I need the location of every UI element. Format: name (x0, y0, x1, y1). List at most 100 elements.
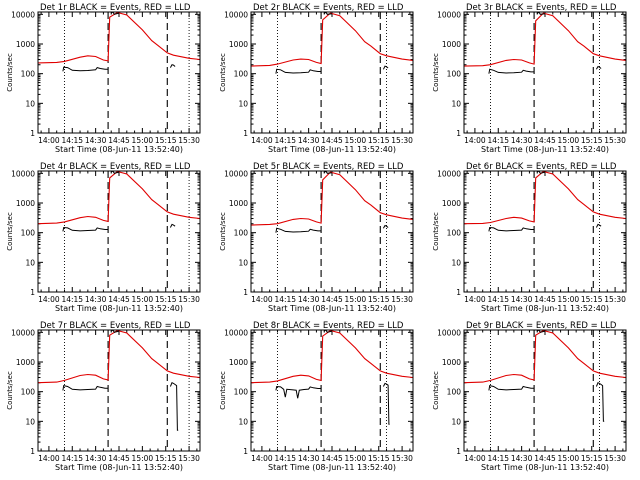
x-tick-label: 14:30 (511, 454, 533, 463)
y-tick-label: 1 (456, 129, 461, 138)
x-tick-label: 14:30 (85, 295, 107, 304)
events-series-line (275, 385, 322, 399)
x-tick-label: 15:15 (368, 295, 390, 304)
x-tick-label: 14:15 (274, 136, 296, 145)
lld-series-line (38, 330, 200, 384)
y-tick-label: 1000 (442, 199, 461, 208)
y-tick-label: 10 (25, 99, 35, 108)
events-series-line (536, 12, 546, 15)
y-axis-title: Counts/sec (6, 371, 14, 410)
y-tick-label: 1000 (229, 358, 248, 367)
x-tick-label: 14:30 (511, 295, 533, 304)
y-axis-title: Counts/sec (432, 53, 440, 92)
y-tick-label: 10 (451, 417, 461, 426)
x-tick-label: 14:45 (321, 295, 343, 304)
y-tick-label: 1 (243, 129, 248, 138)
events-series-line (62, 384, 109, 391)
events-series-line (323, 171, 333, 174)
plot-frame (37, 170, 201, 293)
events-series-line (488, 68, 535, 74)
panel-title: Det 8r BLACK = Events, RED = LLD (253, 321, 404, 331)
lld-series-line (251, 12, 413, 67)
x-tick-label: 15:30 (391, 454, 413, 463)
events-series-line (382, 224, 389, 229)
x-tick-label: 14:15 (61, 295, 83, 304)
y-tick-label: 10000 (11, 328, 35, 337)
x-tick-label: 15:30 (178, 136, 200, 145)
x-tick-label: 14:30 (85, 454, 107, 463)
y-tick-label: 10 (25, 258, 35, 267)
lld-series-line (464, 171, 626, 225)
y-tick-label: 100 (21, 70, 36, 79)
x-tick-label: 15:00 (558, 454, 580, 463)
x-tick-label: 14:30 (298, 136, 320, 145)
y-tick-label: 10000 (437, 169, 461, 178)
x-tick-label: 15:15 (155, 295, 177, 304)
y-tick-label: 100 (447, 70, 462, 79)
x-tick-label: 14:00 (251, 136, 273, 145)
y-axis-title: Counts/sec (6, 53, 14, 92)
x-tick-label: 14:15 (487, 295, 509, 304)
events-series-line (169, 223, 176, 228)
panel-title: Det 3r BLACK = Events, RED = LLD (466, 3, 617, 13)
y-tick-label: 100 (234, 229, 249, 238)
x-axis-title: Start Time (08-Jun-11 13:52:40) (481, 145, 609, 154)
x-tick-label: 14:45 (321, 454, 343, 463)
x-tick-label: 14:00 (464, 295, 486, 304)
y-tick-label: 100 (234, 388, 249, 397)
x-tick-label: 14:00 (38, 136, 60, 145)
x-tick-label: 14:45 (108, 295, 130, 304)
y-tick-label: 10 (25, 417, 35, 426)
x-tick-label: 15:15 (581, 136, 603, 145)
x-tick-label: 15:00 (345, 136, 367, 145)
panel-det-4: Det 4r BLACK = Events, RED = LLD 1 10 100 10… (6, 162, 201, 313)
x-axis-title: Start Time (08-Jun-11 13:52:40) (55, 463, 183, 472)
panel-title: Det 9r BLACK = Events, RED = LLD (466, 321, 617, 331)
y-tick-label: 1000 (442, 358, 461, 367)
x-tick-label: 15:00 (345, 295, 367, 304)
x-axis-title: Start Time (08-Jun-11 13:52:40) (481, 304, 609, 313)
panel-det-8: Det 8r BLACK = Events, RED = LLD 1 10 100 10… (219, 321, 414, 472)
x-tick-label: 15:30 (604, 136, 626, 145)
y-tick-label: 1 (243, 447, 248, 456)
x-tick-label: 14:15 (61, 136, 83, 145)
x-tick-label: 14:45 (108, 136, 130, 145)
y-tick-label: 10 (238, 417, 248, 426)
plot-frame (250, 329, 414, 452)
y-tick-label: 1000 (229, 199, 248, 208)
events-series-line (382, 65, 389, 70)
events-series-line (488, 384, 535, 391)
x-tick-label: 15:15 (368, 136, 390, 145)
x-tick-label: 14:00 (251, 295, 273, 304)
x-tick-label: 15:00 (132, 454, 154, 463)
events-series-line (169, 64, 176, 68)
lld-series-line (251, 330, 413, 384)
plot-frame (37, 329, 201, 452)
x-tick-label: 14:15 (487, 454, 509, 463)
x-tick-label: 14:45 (534, 136, 556, 145)
x-axis-title: Start Time (08-Jun-11 13:52:40) (268, 304, 396, 313)
plot-frame (250, 11, 414, 134)
y-tick-label: 100 (21, 388, 36, 397)
events-series-line (488, 226, 535, 232)
plot-frame (37, 11, 201, 134)
x-tick-label: 14:00 (464, 136, 486, 145)
x-tick-label: 14:45 (108, 454, 130, 463)
y-axis-title: Counts/sec (219, 212, 227, 251)
x-tick-label: 14:45 (534, 454, 556, 463)
x-tick-label: 15:30 (178, 454, 200, 463)
events-series-line (536, 171, 546, 174)
lld-series-line (464, 12, 626, 67)
x-tick-label: 14:15 (274, 295, 296, 304)
y-tick-label: 1 (30, 447, 35, 456)
x-tick-label: 15:30 (391, 136, 413, 145)
x-tick-label: 15:15 (581, 454, 603, 463)
panel-det-3: Det 3r BLACK = Events, RED = LLD 1 10 100 10… (432, 3, 627, 154)
y-tick-label: 10000 (437, 10, 461, 19)
x-tick-label: 14:00 (251, 454, 273, 463)
y-tick-label: 100 (447, 229, 462, 238)
y-tick-label: 10 (238, 258, 248, 267)
x-tick-label: 15:30 (391, 295, 413, 304)
x-tick-label: 15:15 (155, 136, 177, 145)
